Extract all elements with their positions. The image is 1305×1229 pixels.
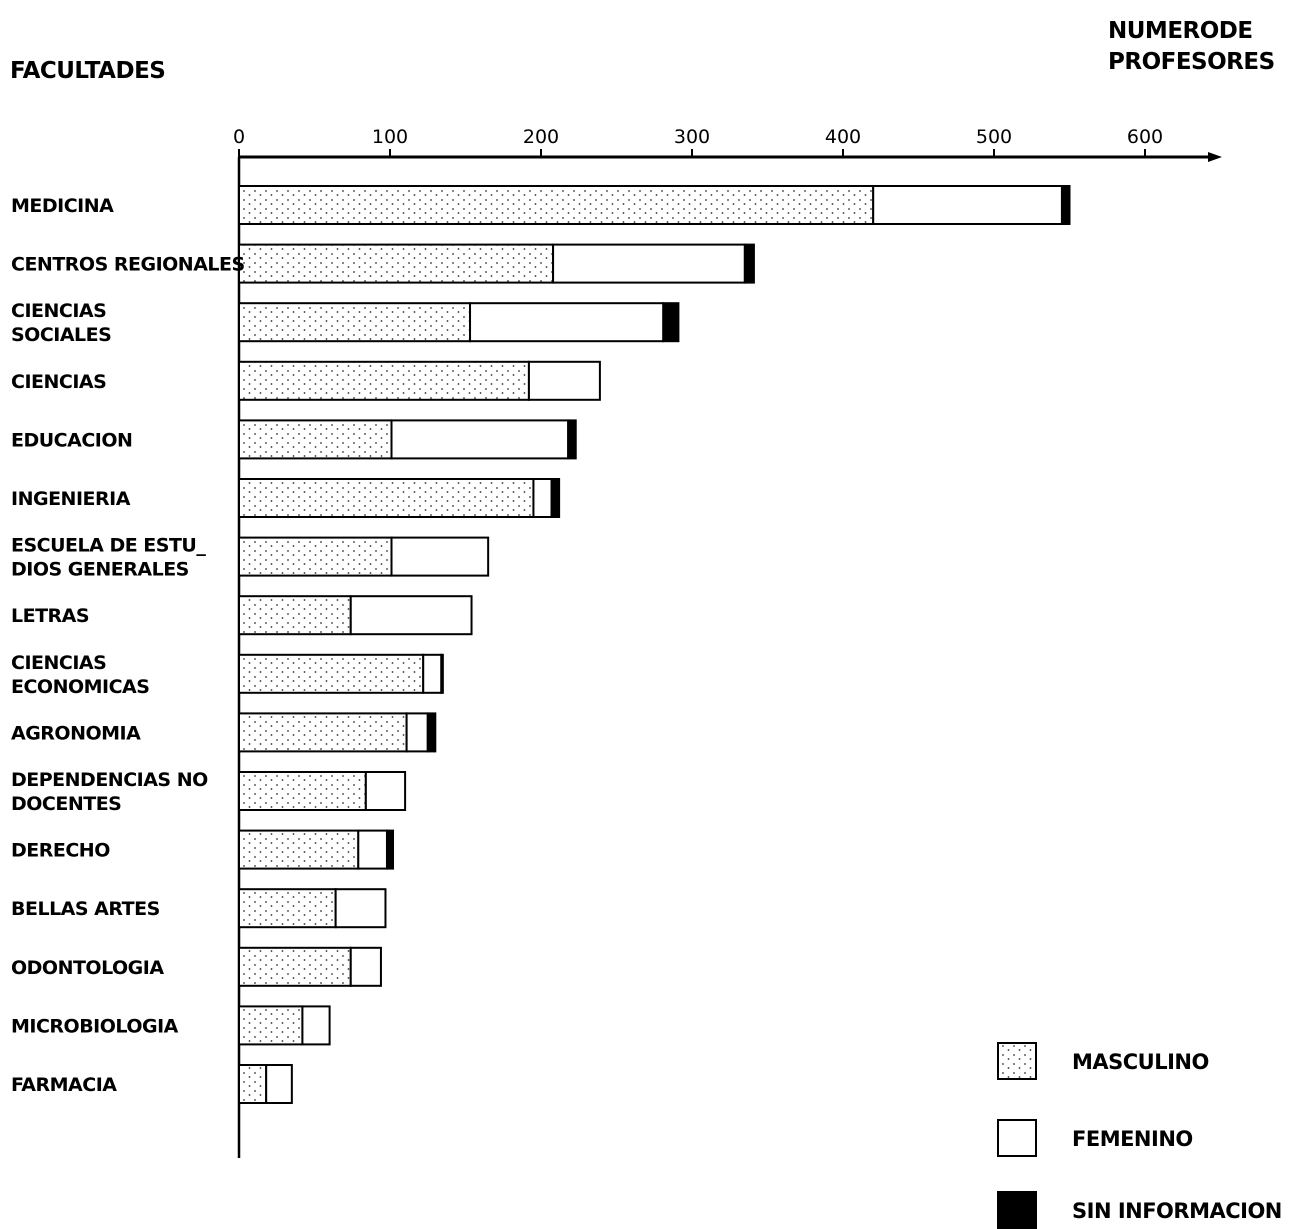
bar-segment-sin-informacion [440, 653, 444, 694]
bar-segment-masculino [238, 302, 472, 343]
category-label: DERECHO [11, 840, 110, 862]
x-tick-label: 400 [825, 126, 861, 148]
bar-segment-femenino [265, 1064, 293, 1104]
legend-label: SIN INFORMACION [1072, 1199, 1282, 1223]
bar-segment-sin-informacion [662, 302, 680, 343]
category-label: DIOS GENERALES [11, 559, 189, 581]
bars [238, 185, 1071, 1104]
bar-segment-masculino [238, 536, 393, 577]
bar-segment-sin-informacion [426, 712, 437, 753]
legend: MASCULINO FEMENINO SIN INFORMACION [997, 1042, 1282, 1229]
bar-segment-femenino [552, 243, 746, 284]
category-label: ECONOMICAS [11, 676, 149, 698]
bar-segment-femenino [390, 536, 490, 577]
bar-segment-femenino [422, 653, 443, 694]
category-label: SOCIALES [11, 324, 111, 346]
bar-segment-masculino [238, 712, 408, 753]
bar-segment-femenino [390, 419, 570, 460]
category-label: BELLAS ARTES [11, 898, 160, 920]
bar-segment-sin-informacion [1060, 185, 1071, 225]
bar-segment-femenino [357, 829, 388, 870]
bar-segment-masculino [238, 653, 425, 694]
x-tick-label: 500 [976, 126, 1012, 148]
bar-segment-sin-informacion [550, 478, 561, 518]
bar-segment-femenino [405, 712, 429, 753]
bar-segment-femenino [872, 185, 1063, 225]
bar-segment-masculino [238, 1005, 304, 1046]
legend-swatch-sin-informacion [997, 1191, 1037, 1229]
bar-segment-masculino [238, 478, 535, 518]
legend-swatch-femenino [997, 1119, 1037, 1157]
bar-segment-masculino [238, 888, 337, 929]
category-label: ESCUELA DE ESTU_ [11, 535, 206, 557]
category-label: CIENCIAS [11, 300, 106, 322]
bar-segment-masculino [238, 946, 352, 987]
category-label: DOCENTES [11, 793, 121, 815]
legend-swatch-masculino [997, 1042, 1037, 1080]
bar-segment-femenino [349, 595, 473, 636]
category-label: CENTROS REGIONALES [11, 254, 245, 276]
legend-label: FEMENINO [1072, 1127, 1193, 1151]
bar-segment-masculino [238, 243, 555, 284]
category-label: CIENCIAS [11, 371, 106, 393]
bar-segment-femenino [334, 888, 387, 929]
bar-segment-femenino [301, 1005, 331, 1046]
bar-segment-femenino [469, 302, 665, 343]
bar-segment-femenino [532, 478, 553, 518]
category-label: LETRAS [11, 605, 89, 627]
category-axis-title: FACULTADES [10, 58, 165, 84]
x-tick-label: 300 [674, 126, 710, 148]
category-label: MICROBIOLOGIA [11, 1015, 179, 1037]
x-tick-label: 0 [233, 126, 245, 148]
category-label: FARMACIA [11, 1074, 117, 1096]
x-tick-label: 100 [372, 126, 408, 148]
bar-segment-femenino [527, 360, 601, 401]
bar-segment-sin-informacion [567, 419, 577, 460]
bar-segment-masculino [238, 771, 367, 811]
bar-segment-masculino [238, 360, 530, 401]
x-tick-label: 600 [1127, 126, 1163, 148]
category-label: MEDICINA [11, 195, 114, 217]
bar-segment-sin-informacion [743, 243, 755, 284]
bar-segment-femenino [364, 771, 407, 811]
category-label: INGENIERIA [11, 488, 131, 510]
category-label: DEPENDENCIAS NO [11, 769, 208, 791]
value-axis-title-line-2: PROFESORES [1108, 49, 1275, 75]
category-label: AGRONOMIA [11, 722, 141, 744]
x-tick-label: 200 [523, 126, 559, 148]
bar-segment-masculino [238, 185, 875, 225]
legend-label: MASCULINO [1072, 1050, 1209, 1074]
bar-segment-masculino [238, 829, 360, 870]
bar-segment-masculino [238, 1064, 268, 1104]
category-label: EDUCACION [11, 429, 132, 451]
axis-arrow-icon [1208, 152, 1222, 162]
value-axis-title-line-1: NUMERODE [1108, 18, 1253, 44]
category-label: ODONTOLOGIA [11, 957, 164, 979]
category-label: CIENCIAS [11, 652, 106, 674]
bar-segment-femenino [349, 946, 382, 987]
bar-segment-masculino [238, 419, 393, 460]
bar-segment-sin-informacion [385, 829, 395, 870]
bar-segment-masculino [238, 595, 352, 636]
